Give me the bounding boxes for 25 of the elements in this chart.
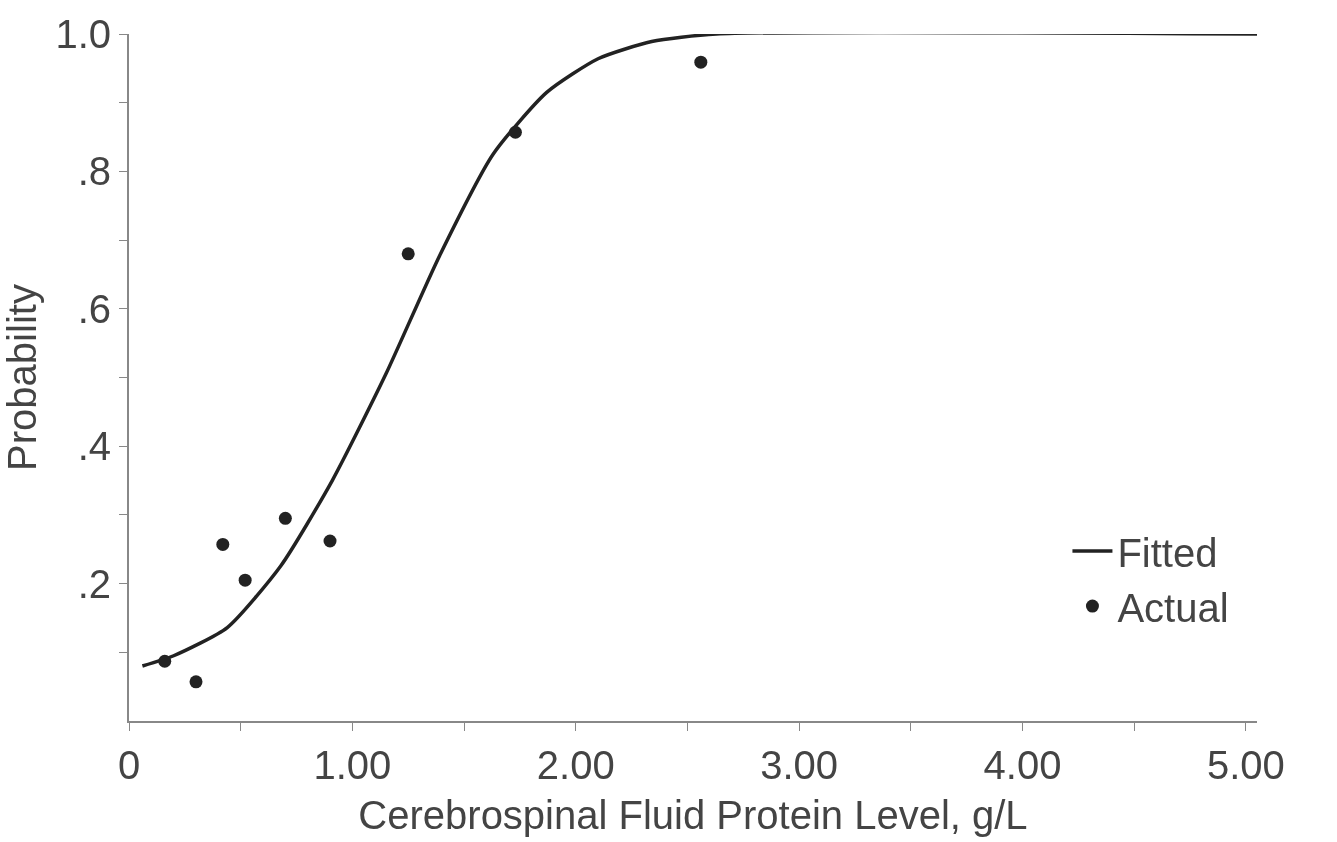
- legend-label: Actual: [1117, 585, 1229, 630]
- y-tick-label: 1.0: [55, 12, 111, 56]
- point: [694, 55, 708, 69]
- y-axis-title: Probability: [0, 284, 44, 471]
- point: [508, 125, 522, 139]
- point: [278, 511, 292, 525]
- point: [216, 537, 230, 551]
- legend-label: Fitted: [1117, 530, 1218, 575]
- line-series: [140, 34, 1257, 668]
- y-tick-label: .8: [77, 149, 111, 194]
- x-tick-label: 5.00: [1206, 743, 1285, 787]
- point: [189, 675, 203, 689]
- x-tick-label: 3.00: [760, 743, 839, 787]
- y-tick-label: .4: [77, 424, 111, 469]
- point: [158, 654, 172, 668]
- y-tick-label: .2: [77, 561, 111, 606]
- point: [401, 247, 415, 261]
- point: [238, 573, 252, 587]
- point: [323, 534, 337, 548]
- x-tick-label: 2.00: [536, 743, 615, 787]
- x-tick-label: 1.00: [313, 743, 392, 787]
- x-axis-title: Cerebrospinal Fluid Protein Level, g/L: [358, 793, 1028, 837]
- x-tick-label: 0: [117, 743, 141, 787]
- y-tick-label: .6: [77, 286, 111, 331]
- x-tick-label: 4.00: [983, 743, 1062, 787]
